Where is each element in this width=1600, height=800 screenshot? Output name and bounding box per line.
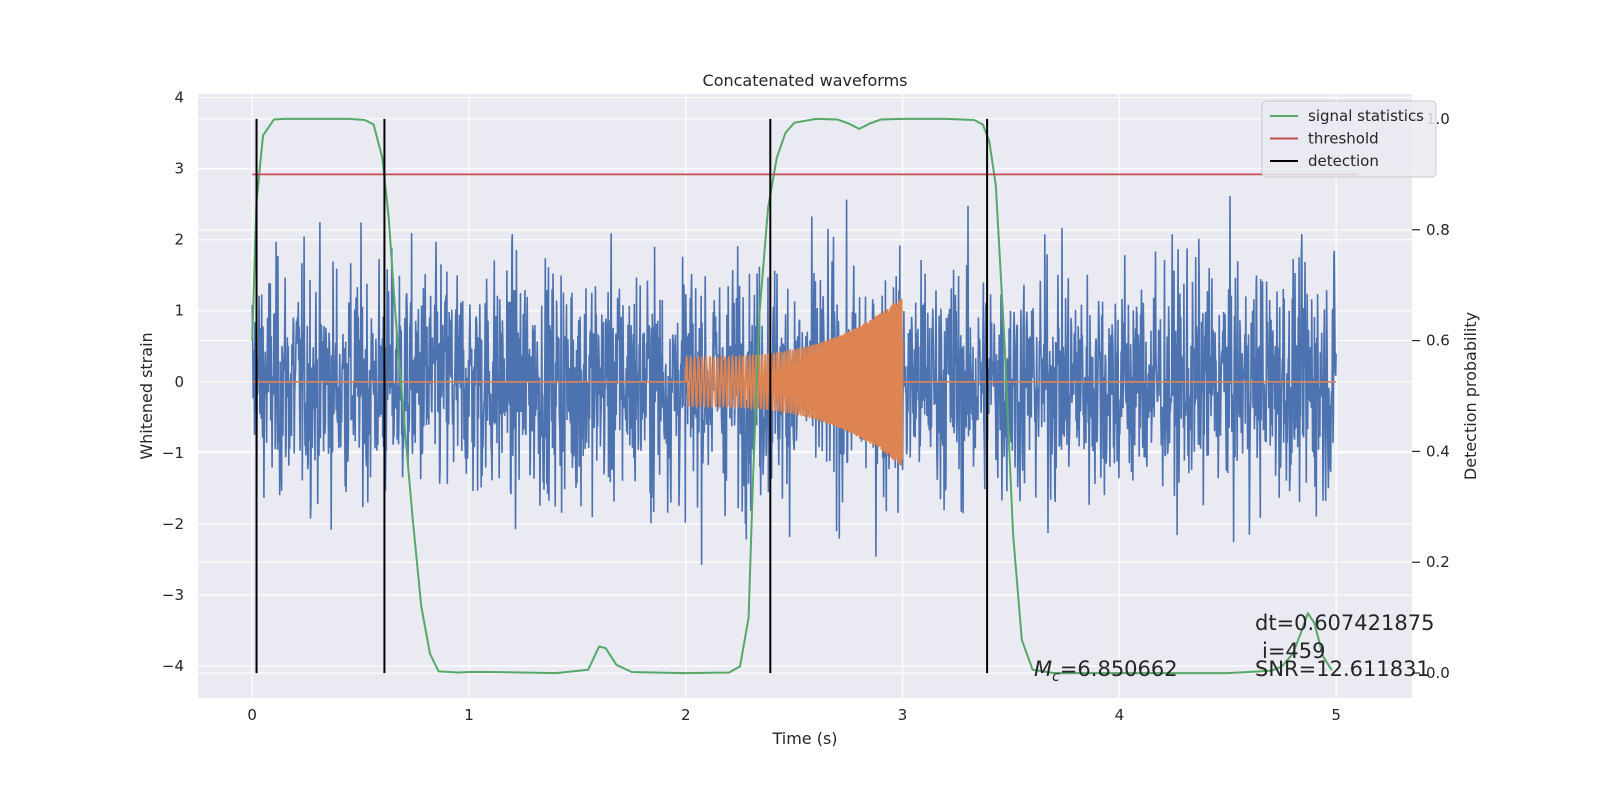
index-annotation: i=459 — [1262, 639, 1326, 663]
y2-tick-label: 0.2 — [1426, 553, 1450, 571]
signal-statistics-line — [251, 117, 1333, 675]
chirp-mass-annotation: Mc=6.850662 — [1034, 657, 1178, 685]
x-tick-label: 0 — [247, 706, 257, 724]
chart-title: Concatenated waveforms — [703, 71, 908, 90]
y2-tick-label: 0.4 — [1426, 442, 1450, 460]
mc-value: =6.850662 — [1060, 657, 1178, 681]
x-tick-label: 2 — [681, 706, 691, 724]
strain-chirp-line — [252, 298, 1337, 466]
y-tick-label: −2 — [162, 515, 184, 533]
y2-tick-label: 0.0 — [1426, 664, 1450, 682]
x-tick-label: 3 — [898, 706, 908, 724]
y-tick-label: 3 — [174, 160, 184, 178]
data-layer — [251, 117, 1358, 675]
y2-tick-label: 0.6 — [1426, 332, 1450, 350]
legend-label: threshold — [1308, 130, 1379, 148]
y-tick-label: −4 — [162, 657, 184, 675]
y-tick-label: −1 — [162, 444, 184, 462]
dt-annotation: dt=0.607421875 — [1255, 611, 1434, 635]
y2-axis-label: Detection probability — [1461, 312, 1480, 480]
x-tick-label: 5 — [1331, 706, 1341, 724]
legend-box — [1261, 100, 1437, 178]
x-tick-label: 1 — [464, 706, 474, 724]
x-tick-label: 4 — [1115, 706, 1125, 724]
y-tick-label: 0 — [174, 373, 184, 391]
x-axis-label: Time (s) — [771, 729, 837, 748]
y-axis-label: Whitened strain — [137, 332, 156, 459]
legend-label: detection — [1308, 152, 1379, 170]
mc-symbol: M — [1034, 657, 1052, 681]
y-tick-label: 1 — [174, 302, 184, 320]
mc-subscript: c — [1052, 669, 1060, 685]
y-tick-label: 4 — [174, 89, 184, 107]
snr-annotation: SNR=12.611831 — [1255, 657, 1430, 681]
y2-tick-label: 0.8 — [1426, 221, 1450, 239]
legend: signal statistics threshold detection — [1261, 100, 1437, 178]
y-tick-label: 2 — [174, 231, 184, 249]
strain-noise-line — [251, 195, 1337, 565]
y-tick-label: −3 — [162, 586, 184, 604]
legend-label: signal statistics — [1308, 107, 1424, 125]
